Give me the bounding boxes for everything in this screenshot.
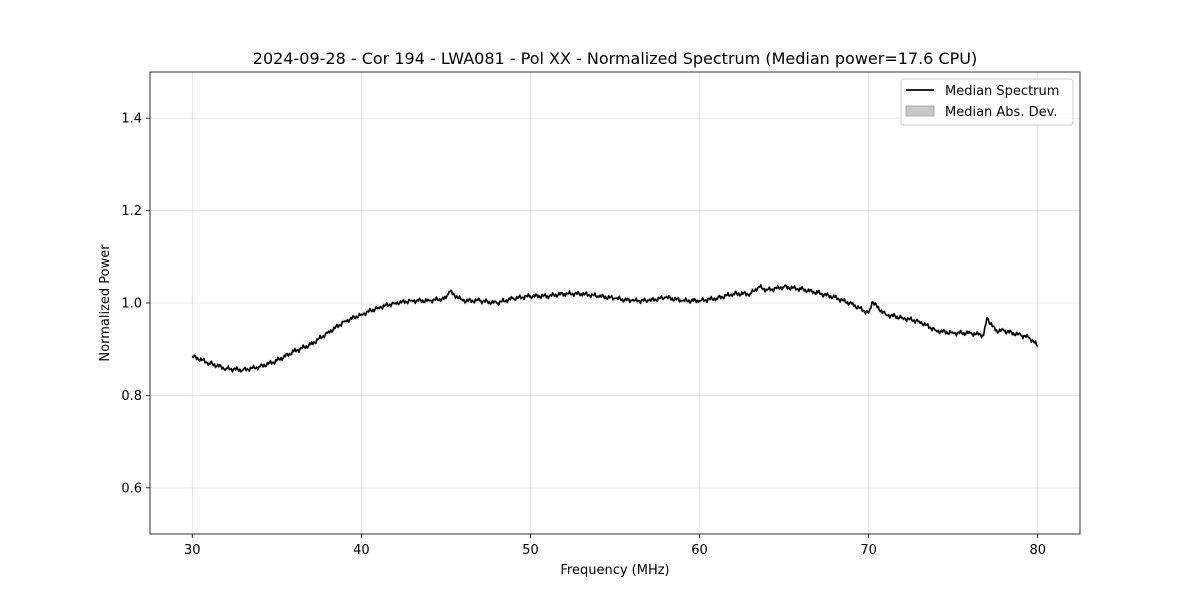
legend: Median Spectrum Median Abs. Dev.	[900, 78, 1074, 126]
y-axis-label: Normalized Power	[98, 244, 113, 362]
grid-lines	[150, 72, 1080, 534]
y-axis-ticks: 0.6 0.8 1.0 1.2 1.4	[121, 112, 150, 496]
x-axis-ticks: 30 40 50 60 70 80	[184, 534, 1046, 558]
legend-box	[900, 78, 1074, 126]
chart-title: 2024-09-28 - Cor 194 - LWA081 - Pol XX -…	[253, 49, 977, 68]
x-tick-label: 50	[522, 543, 539, 558]
x-tick-label: 30	[184, 543, 201, 558]
y-tick-label: 0.8	[121, 389, 142, 404]
y-tick-label: 1.2	[121, 204, 142, 219]
median-abs-dev-area	[192, 283, 1038, 374]
legend-mad-label: Median Abs. Dev.	[945, 105, 1057, 120]
median-abs-dev-band	[192, 283, 1038, 374]
x-tick-label: 70	[860, 543, 877, 558]
x-tick-label: 60	[691, 543, 708, 558]
median-spectrum-line	[191, 284, 1039, 373]
x-tick-label: 80	[1029, 543, 1046, 558]
x-axis-label: Frequency (MHz)	[560, 563, 669, 578]
y-tick-label: 0.6	[121, 481, 142, 496]
median-spectrum-layer	[191, 284, 1039, 373]
x-tick-label: 40	[353, 543, 370, 558]
y-tick-label: 1.0	[121, 297, 142, 312]
legend-median-spectrum-label: Median Spectrum	[945, 84, 1059, 99]
legend-mad-swatch	[905, 105, 935, 117]
y-tick-label: 1.4	[121, 112, 142, 127]
